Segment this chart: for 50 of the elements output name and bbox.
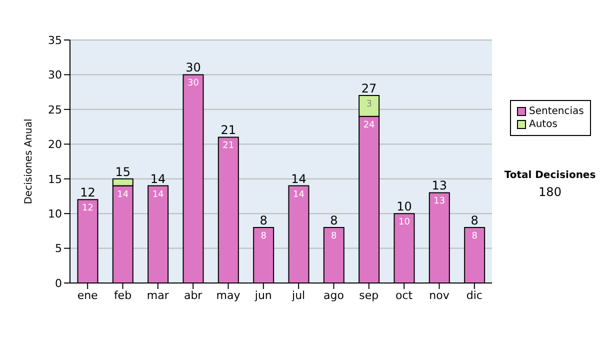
- x-tick-label: sep: [359, 288, 379, 302]
- total-label: 27: [361, 82, 377, 96]
- x-tick-label: dic: [466, 288, 482, 302]
- total-label: 14: [150, 172, 166, 186]
- data-label: 3: [366, 100, 372, 110]
- total-label: 30: [186, 60, 201, 75]
- y-tick-label: 0: [55, 276, 62, 290]
- y-tick-label: 25: [48, 103, 62, 116]
- y-tick-label: 10: [48, 207, 62, 220]
- data-label: 14: [293, 190, 305, 200]
- x-tick-label: mar: [146, 288, 170, 302]
- data-label: 24: [363, 120, 376, 130]
- x-tick-label: ago: [324, 288, 344, 302]
- x-tick-label: ene: [77, 288, 98, 302]
- x-tick-label: jun: [254, 288, 272, 302]
- data-label: 14: [152, 190, 164, 200]
- y-tick-label: 30: [48, 68, 62, 82]
- data-label: 12: [82, 204, 94, 214]
- total-label: 10: [396, 200, 412, 214]
- total-label: 15: [115, 164, 131, 179]
- total-label: 8: [330, 213, 338, 228]
- total-label: 8: [470, 213, 478, 228]
- total-label: 8: [260, 213, 268, 228]
- data-label: 14: [117, 190, 129, 200]
- y-tick-label: 15: [48, 172, 62, 186]
- x-tick-label: nov: [429, 288, 450, 302]
- y-tick-label: 5: [55, 242, 62, 256]
- text: Total Decisiones: [503, 170, 597, 181]
- x-tick-label: abr: [184, 288, 203, 302]
- data-label: 21: [222, 141, 234, 152]
- x-tick-label: may: [216, 288, 241, 302]
- data-label: 8: [260, 231, 267, 242]
- data-label: 8: [472, 231, 478, 242]
- text: 180: [538, 185, 562, 199]
- data-label: 10: [398, 218, 410, 228]
- total-label: 21: [220, 123, 236, 138]
- data-label: 8: [331, 231, 338, 242]
- total-label: 13: [432, 178, 448, 193]
- y-axis-title: Decisiones Anual: [24, 118, 35, 204]
- y-tick-label: 35: [48, 34, 62, 47]
- legend-label: Autos: [529, 118, 558, 131]
- x-tick-label: oct: [396, 288, 414, 302]
- total-label: 14: [291, 172, 306, 186]
- total-label: 12: [80, 186, 96, 200]
- y-tick-label: 20: [48, 138, 62, 152]
- x-tick-label: jul: [291, 288, 306, 302]
- x-tick-label: feb: [114, 288, 132, 302]
- legend-label: Sentencias: [529, 105, 584, 118]
- data-label: 13: [434, 196, 446, 207]
- data-label: 30: [188, 78, 200, 89]
